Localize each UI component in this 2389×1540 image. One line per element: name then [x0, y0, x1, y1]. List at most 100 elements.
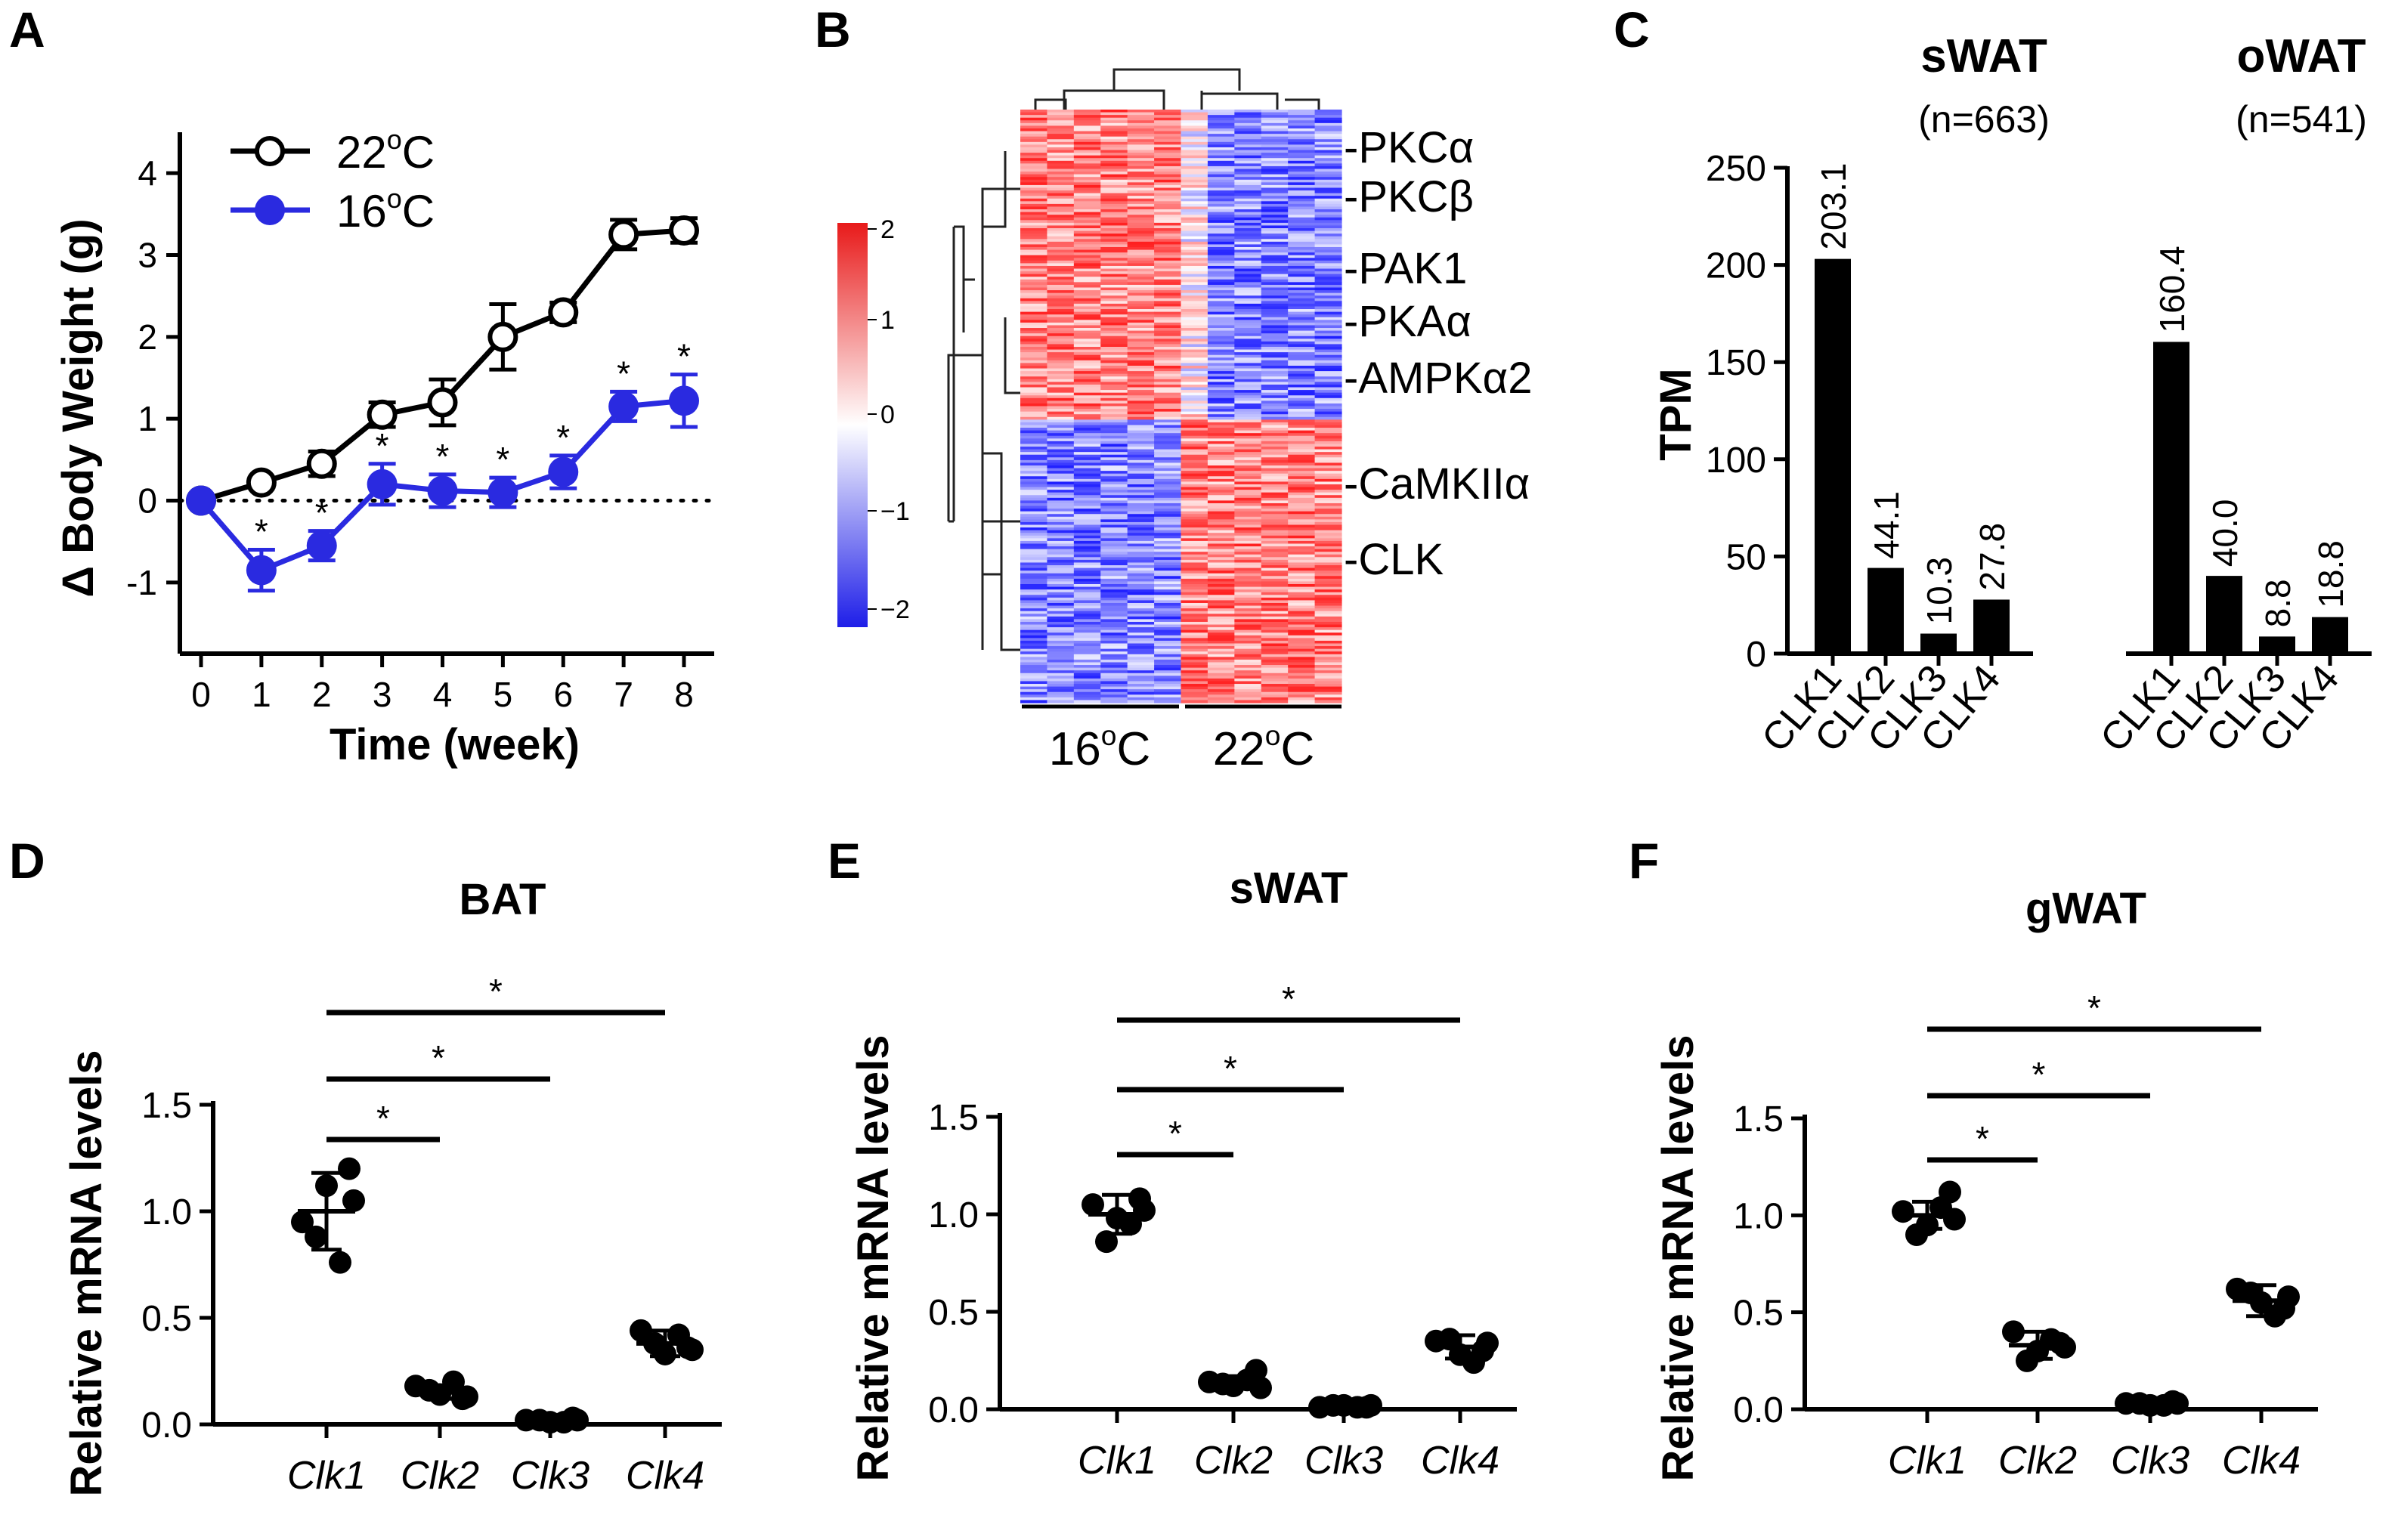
heatmap-cell — [1020, 271, 1048, 275]
heatmap-cell — [1127, 433, 1155, 437]
heatmap-cell — [1181, 317, 1208, 320]
heatmap-cell — [1127, 120, 1155, 124]
heatmap-cell — [1154, 390, 1182, 394]
heatmap-cell — [1127, 462, 1155, 466]
heatmap-cell — [1288, 538, 1316, 542]
heatmap-cell — [1127, 457, 1155, 461]
heatmap-cell — [1207, 640, 1235, 645]
bar — [2259, 636, 2295, 654]
heatmap-cell — [1073, 497, 1101, 501]
heatmap-cell — [1020, 597, 1048, 601]
y-tick-label: 1.0 — [141, 1192, 192, 1232]
heatmap-cell — [1100, 565, 1128, 569]
heatmap-cells — [1020, 110, 1342, 704]
heatmap-cell — [1314, 222, 1342, 227]
heatmap-cell — [1207, 651, 1235, 655]
heatmap-cell — [1261, 153, 1289, 156]
heatmap-cell — [1127, 246, 1155, 251]
heatmap-cell — [1073, 179, 1101, 183]
heatmap-cell — [1020, 301, 1048, 305]
heatmap-cell — [1314, 363, 1342, 366]
heatmap-cell — [1073, 233, 1101, 237]
heatmap-cell — [1314, 503, 1342, 507]
heatmap-cell — [1314, 196, 1342, 199]
heatmap-cell — [1288, 155, 1316, 159]
heatmap-cell — [1234, 141, 1262, 145]
heatmap-cell — [1234, 484, 1262, 488]
heatmap-cell — [1100, 691, 1128, 695]
heatmap-cell — [1261, 225, 1289, 229]
heatmap-cell — [1073, 697, 1101, 701]
heatmap-cell — [1207, 691, 1235, 695]
heatmap-cell — [1073, 217, 1101, 221]
heatmap-cell — [1207, 222, 1235, 227]
heatmap-cell — [1100, 354, 1128, 358]
heatmap-cell — [1154, 578, 1182, 583]
heatmap-cell — [1073, 241, 1101, 246]
heatmap-cell — [1207, 635, 1235, 639]
heatmap-cell — [1047, 694, 1075, 698]
heatmap-cell — [1127, 255, 1155, 258]
heatmap-cell — [1234, 495, 1262, 499]
heatmap-cell — [1154, 586, 1182, 590]
heatmap-cell — [1207, 306, 1235, 310]
significance-star: * — [436, 437, 450, 476]
heatmap-cell — [1314, 354, 1342, 358]
heatmap-cell — [1314, 220, 1342, 224]
heatmap-cell — [1127, 141, 1155, 145]
heatmap-cell — [1207, 158, 1235, 162]
heatmap-cell — [1207, 354, 1235, 358]
data-point-16c — [367, 468, 398, 499]
heatmap-cell — [1047, 322, 1075, 326]
heatmap-cell — [1181, 621, 1208, 626]
heatmap-cell — [1207, 387, 1235, 391]
heatmap-cell — [1020, 667, 1048, 671]
heatmap-cell — [1181, 506, 1208, 509]
heatmap-cell — [1288, 215, 1316, 218]
heatmap-cell — [1288, 365, 1316, 370]
heatmap-cell — [1100, 438, 1128, 442]
heatmap-cell — [1100, 449, 1128, 453]
heatmap-cell — [1073, 376, 1101, 380]
heatmap-cell — [1154, 519, 1182, 523]
heatmap-cell — [1154, 279, 1182, 283]
heatmap-cell — [1020, 153, 1048, 156]
heatmap-cell — [1181, 306, 1208, 310]
heatmap-cell — [1288, 659, 1316, 663]
heatmap-cell — [1073, 365, 1101, 370]
heatmap-cell — [1181, 193, 1208, 196]
heatmap-cell — [1261, 425, 1289, 428]
heatmap-cell — [1288, 179, 1316, 183]
heatmap-cell — [1181, 635, 1208, 639]
heatmap-cell — [1207, 433, 1235, 437]
heatmap-cell — [1207, 571, 1235, 574]
heatmap-cell — [1047, 303, 1075, 308]
heatmap-cell — [1154, 638, 1182, 642]
heatmap-cell — [1047, 328, 1075, 332]
heatmap-cell — [1207, 632, 1235, 636]
heatmap-cell — [1207, 447, 1235, 450]
heatmap-cell — [1234, 239, 1262, 243]
heatmap-cell — [1154, 540, 1182, 545]
heatmap-cell — [1047, 484, 1075, 488]
heatmap-cell — [1261, 268, 1289, 272]
heatmap-cell — [1154, 222, 1182, 227]
heatmap-cell — [1288, 602, 1316, 607]
heatmap-cell — [1207, 392, 1235, 396]
heatmap-cell — [1100, 387, 1128, 391]
heatmap-cell — [1047, 400, 1075, 404]
heatmap-cell — [1181, 172, 1208, 175]
heatmap-cell — [1234, 184, 1262, 189]
heatmap-cell — [1288, 411, 1316, 415]
heatmap-cell — [1234, 600, 1262, 604]
heatmap-cell — [1020, 376, 1048, 380]
heatmap-cell — [1288, 158, 1316, 162]
heatmap-cell — [1261, 605, 1289, 609]
heatmap-cell — [1207, 371, 1235, 375]
heatmap-cell — [1314, 246, 1342, 251]
heatmap-cell — [1207, 230, 1235, 234]
heatmap-cell — [1020, 557, 1048, 561]
heatmap-cell — [1207, 662, 1235, 666]
column-dendrogram — [1034, 68, 1320, 110]
heatmap-cell — [1073, 122, 1101, 127]
